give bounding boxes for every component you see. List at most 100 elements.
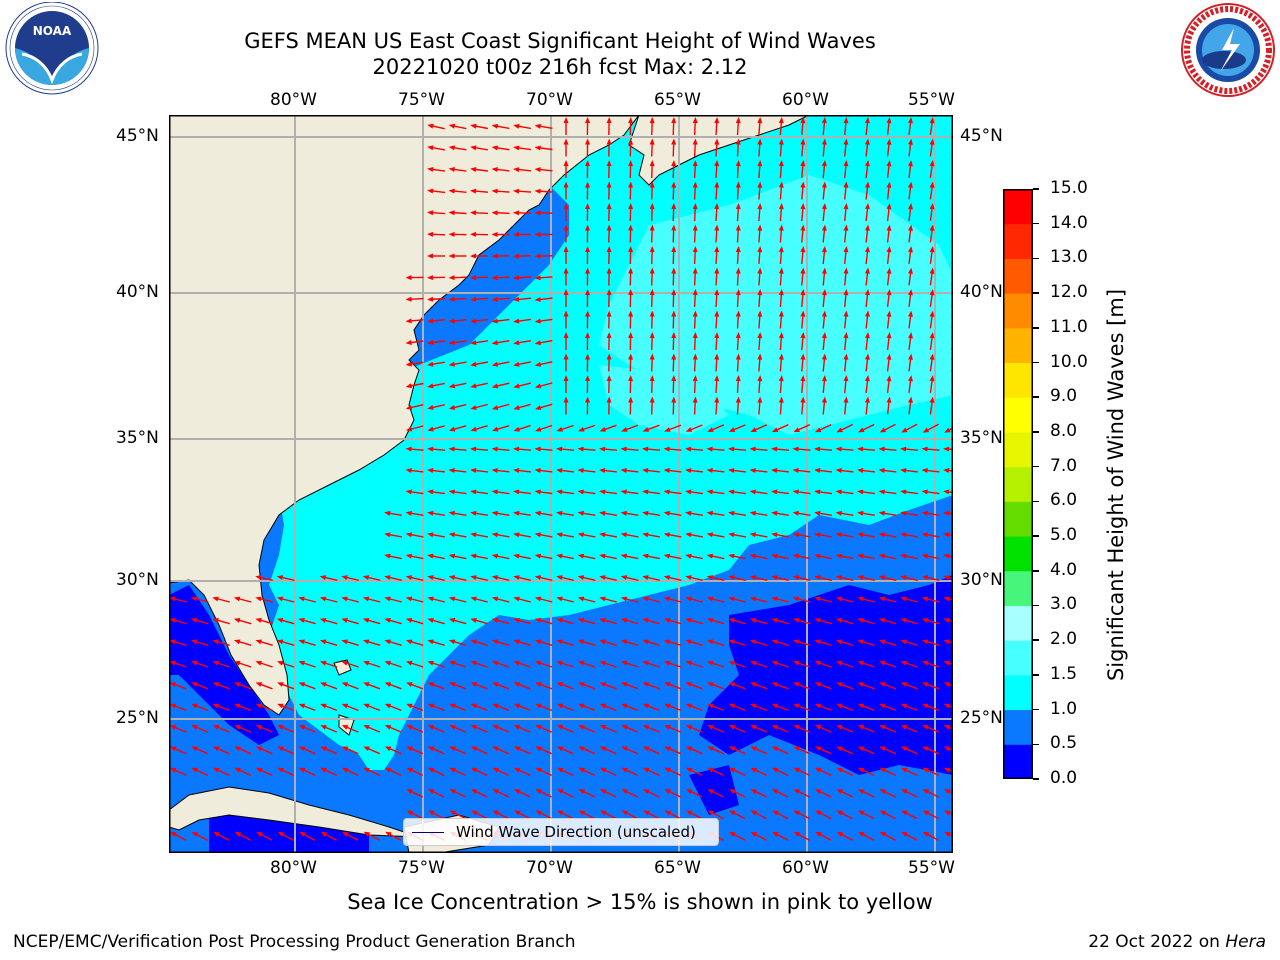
direction-arrow-head: [685, 596, 692, 602]
direction-arrow-head: [757, 332, 763, 339]
direction-arrow-head: [277, 831, 285, 837]
direction-arrow-head: [878, 639, 886, 645]
direction-arrow-head: [692, 138, 698, 145]
direction-arrow-head: [169, 596, 176, 602]
direction-arrow-head: [628, 224, 634, 231]
direction-arrow-head: [728, 532, 735, 538]
direction-arrow-head: [908, 117, 913, 124]
direction-arrow-head: [577, 532, 585, 538]
direction-arrow-head: [534, 275, 541, 281]
direction-arrow-head: [757, 203, 763, 210]
direction-arrow-head: [857, 725, 865, 730]
direction-arrow-head: [642, 510, 649, 516]
direction-arrow-head: [513, 746, 521, 752]
colorbar-tick-label: 1.0: [1050, 698, 1078, 719]
direction-arrow-head: [729, 789, 736, 794]
direction-arrow-head: [212, 618, 219, 623]
direction-arrow-head: [556, 618, 563, 623]
direction-arrow-head: [320, 725, 327, 730]
direction-arrow-head: [535, 810, 543, 816]
direction-arrow-head: [513, 532, 520, 538]
direction-arrow-head: [491, 596, 499, 602]
direction-arrow-head: [448, 660, 456, 666]
direction-arrow-head: [428, 810, 435, 816]
direction-arrow-head: [879, 746, 886, 752]
direction-arrow-head: [857, 660, 864, 666]
lat-label-left: 35°N: [116, 428, 159, 448]
direction-arrow-head: [772, 810, 779, 816]
direction-arrow-head: [900, 660, 907, 666]
direction-arrow-head: [491, 426, 499, 432]
direction-arrow-head: [692, 224, 698, 231]
direction-arrow-head: [557, 810, 564, 816]
direction-arrow-head: [714, 375, 720, 382]
direction-arrow-head: [728, 596, 735, 602]
direction-arrow-head: [821, 203, 827, 210]
direction-arrow-head: [800, 181, 806, 188]
colorbar-tick-mark: [1033, 188, 1039, 190]
direction-arrow-head: [800, 375, 806, 382]
direction-arrow-head: [929, 138, 935, 145]
direction-arrow-head: [556, 767, 564, 773]
direction-arrow-head: [749, 618, 757, 623]
direction-arrow-head: [821, 267, 827, 274]
direction-arrow-head: [821, 181, 827, 188]
direction-arrow-head: [606, 181, 612, 188]
direction-arrow-head: [772, 831, 779, 837]
direction-arrow-head: [879, 767, 886, 773]
direction-arrow-head: [276, 639, 284, 645]
direction-arrow-head: [320, 767, 327, 773]
direction-arrow-head: [585, 353, 591, 360]
direction-arrow-head: [427, 166, 434, 172]
direction-arrow-head: [649, 203, 655, 210]
direction-arrow-head: [513, 725, 521, 730]
direction-arrow-head: [793, 427, 800, 433]
direction-arrow-head: [492, 789, 499, 794]
direction-arrow-head: [341, 682, 349, 687]
direction-arrow-head: [513, 167, 520, 173]
direction-arrow-head: [943, 446, 950, 452]
colorbar-tick-label: 8.0: [1050, 420, 1078, 441]
direction-arrow-head: [685, 489, 692, 495]
direction-arrow-head: [470, 510, 477, 516]
lon-label-bottom: 65°W: [654, 858, 701, 878]
direction-arrow-head: [750, 810, 758, 816]
lon-label-bottom: 80°W: [270, 858, 317, 878]
direction-arrow-head: [707, 746, 714, 752]
direction-arrow-head: [341, 575, 348, 581]
direction-arrow-head: [448, 296, 455, 302]
direction-arrow-head: [792, 446, 799, 452]
direction-arrow-head: [449, 703, 456, 709]
direction-arrow-head: [793, 725, 800, 730]
direction-arrow-head: [836, 682, 843, 687]
direction-arrow-head: [843, 353, 849, 360]
direction-arrow-head: [843, 332, 849, 339]
direction-arrow-head: [864, 160, 870, 167]
direction-arrow-head: [685, 553, 692, 559]
direction-arrow-head: [649, 181, 655, 188]
colorbar-swatch: [1003, 223, 1033, 259]
direction-arrow-head: [470, 361, 477, 367]
direction-arrow-head: [620, 575, 628, 581]
direction-arrow-head: [900, 489, 907, 495]
colorbar-tick-mark: [1033, 431, 1039, 433]
direction-arrow-head: [406, 767, 413, 773]
lat-label-right: 40°N: [960, 282, 1003, 302]
direction-arrow-head: [212, 639, 219, 645]
direction-arrow-head: [169, 639, 176, 645]
direction-arrow-head: [556, 725, 564, 730]
direction-arrow-head: [578, 682, 585, 687]
direction-arrow-head: [879, 810, 887, 816]
direction-arrow-head: [750, 703, 757, 709]
direction-arrow-head: [470, 340, 477, 346]
direction-arrow-head: [341, 660, 348, 666]
direction-arrow-head: [513, 596, 520, 602]
direction-arrow-head: [427, 703, 435, 709]
direction-arrow-head: [757, 396, 763, 403]
direction-arrow-head: [921, 532, 929, 538]
direction-arrow-head: [599, 468, 606, 474]
direction-arrow-head: [427, 296, 434, 302]
direction-arrow-head: [814, 596, 821, 602]
direction-arrow-head: [778, 160, 784, 167]
direction-arrow-head: [671, 224, 677, 231]
